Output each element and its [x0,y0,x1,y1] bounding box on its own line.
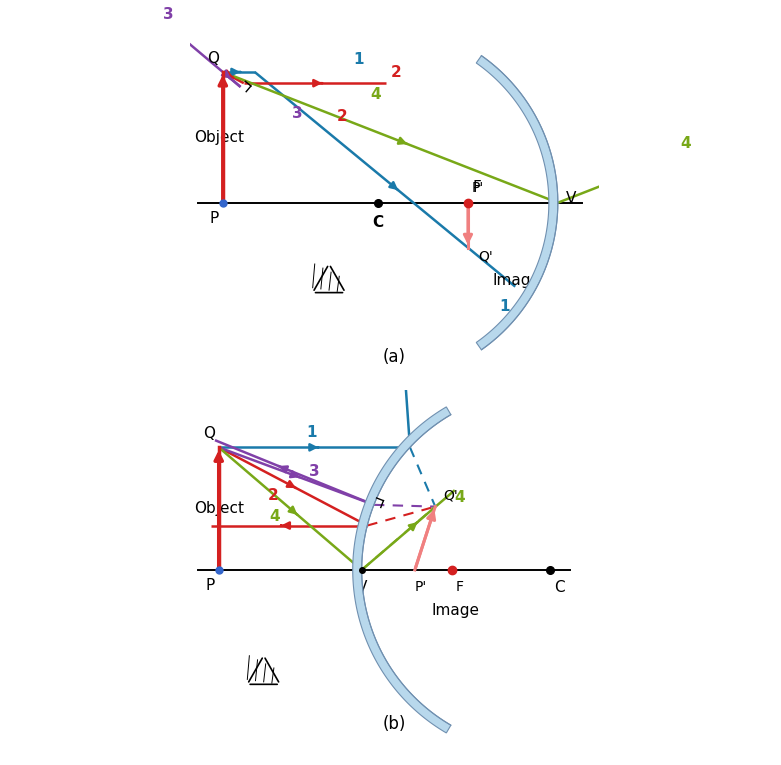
Text: P: P [205,578,215,593]
Text: C: C [554,580,565,595]
Text: Image: Image [431,604,480,618]
Text: Q: Q [207,50,219,66]
Text: F: F [472,180,481,194]
Text: 4: 4 [370,87,380,102]
Text: Object: Object [194,130,244,145]
Text: Image: Image [493,273,540,288]
Text: 3: 3 [163,7,174,22]
Text: P': P' [415,580,427,594]
Text: V: V [566,191,576,206]
Text: Q': Q' [444,489,458,503]
Text: Q: Q [202,426,215,441]
Text: 2: 2 [390,65,401,80]
Text: C: C [373,215,383,230]
Text: F: F [455,580,464,594]
Text: 1: 1 [306,425,316,440]
Text: Q': Q' [478,249,493,264]
Text: P: P [209,211,219,226]
Text: V: V [357,580,367,595]
Text: 2: 2 [268,489,279,503]
Text: 1: 1 [354,52,364,67]
Polygon shape [353,407,451,733]
Text: P': P' [472,181,484,194]
Text: (a): (a) [383,348,406,366]
Text: 4: 4 [269,509,280,524]
Text: (b): (b) [383,715,406,734]
Text: 1: 1 [499,299,509,314]
Polygon shape [476,56,558,350]
Text: 2: 2 [337,109,348,124]
Text: Object: Object [194,501,244,516]
Text: 4: 4 [680,136,690,151]
Text: 4: 4 [455,490,465,506]
Text: 3: 3 [308,464,319,480]
Text: 3: 3 [292,106,303,121]
